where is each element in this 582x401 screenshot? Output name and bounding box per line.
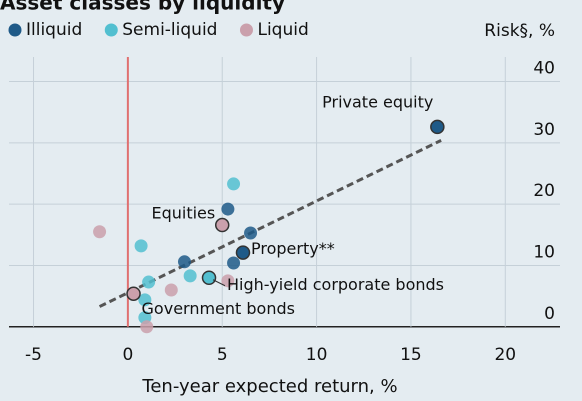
trendline [98,139,442,308]
point [221,274,235,288]
annotation: Equities [151,204,215,223]
annotation: High-yield corporate bonds [227,275,444,294]
x-tick-label: -5 [25,345,42,365]
legend-label: Illiquid [26,20,82,40]
x-tick-label: 0 [122,345,133,365]
annotation: Government bonds [142,299,295,318]
point [140,320,154,334]
point [183,269,197,283]
point [134,239,148,253]
leader-line [212,279,226,287]
legend-label: Semi-liquid [122,20,217,40]
x-tick-label: 10 [306,345,328,365]
x-tick-label: 15 [400,345,422,365]
point [235,245,251,260]
x-tick-label: 20 [494,345,516,365]
chart-title: Asset classes by liquidity [0,0,285,15]
y-axis-label: Risk§, % [484,21,555,41]
annotation: Private equity [322,92,433,111]
point [126,286,141,301]
point [93,225,107,239]
legend-marker [104,23,118,37]
y-tick-label: 40 [533,59,555,79]
annotation: Property** [251,239,335,258]
x-tick-label: 5 [217,345,228,365]
point [138,293,152,307]
y-tick-label: 0 [544,304,555,324]
legend-marker [8,23,22,37]
point [177,255,191,269]
y-tick-label: 30 [533,120,555,140]
point [164,283,178,297]
y-tick-label: 10 [533,242,555,262]
point [227,177,241,191]
point [430,119,445,135]
point [227,256,241,270]
point [142,275,156,289]
legend-marker [239,23,253,37]
x-axis-label: Ten-year expected return, % [141,376,397,397]
point [201,270,217,285]
point [221,202,235,216]
y-tick-label: 20 [533,181,555,201]
point [214,217,230,233]
point [244,226,258,240]
legend-label: Liquid [257,20,308,40]
